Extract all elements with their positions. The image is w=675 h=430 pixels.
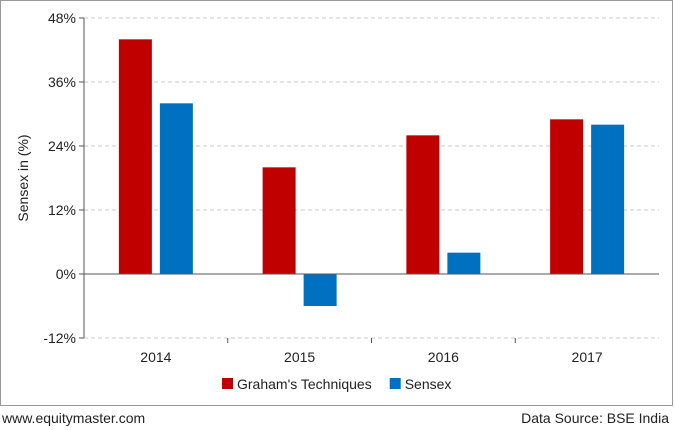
footer: www.equitymaster.com Data Source: BSE In… bbox=[0, 410, 675, 430]
data-source: Data Source: BSE India bbox=[521, 410, 669, 426]
legend-label: Sensex bbox=[405, 376, 452, 392]
legend-label: Graham's Techniques bbox=[237, 376, 372, 392]
website-link[interactable]: www.equitymaster.com bbox=[2, 410, 146, 426]
x-axis-ticks: 2014 2015 2016 2017 bbox=[140, 338, 603, 365]
y-axis-ticks: 48% 36% 24% 12% 0% -12% bbox=[43, 10, 84, 346]
x-tick-label: 2016 bbox=[428, 349, 459, 365]
y-tick-label: 12% bbox=[48, 202, 76, 218]
legend-swatch bbox=[222, 378, 233, 389]
y-tick-label: 36% bbox=[48, 74, 76, 90]
bar-graham-s-techniques-2015 bbox=[262, 167, 296, 274]
legend: Graham's Techniques Sensex bbox=[222, 376, 451, 392]
y-tick-label: 0% bbox=[56, 266, 76, 282]
x-tick-label: 2015 bbox=[284, 349, 315, 365]
y-tick-label: 48% bbox=[48, 10, 76, 26]
bar-graham-s-techniques-2016 bbox=[406, 135, 440, 274]
bar-graham-s-techniques-2014 bbox=[118, 39, 152, 275]
x-tick-label: 2017 bbox=[572, 349, 603, 365]
legend-swatch bbox=[389, 378, 401, 389]
x-tick-label: 2014 bbox=[140, 349, 171, 365]
bar-graham-s-techniques-2017 bbox=[550, 119, 584, 274]
bars bbox=[118, 39, 625, 306]
bar-sensex-2015 bbox=[303, 274, 337, 306]
bar-chart: 48% 36% 24% 12% 0% -12% 2014 2015 2016 2017 Sens… bbox=[15, 10, 659, 392]
y-axis-label: Sensex in (%) bbox=[15, 134, 31, 221]
bar-sensex-2016 bbox=[447, 252, 481, 274]
y-tick-label: -12% bbox=[43, 330, 76, 346]
bar-sensex-2014 bbox=[159, 103, 193, 274]
y-tick-label: 24% bbox=[48, 138, 76, 154]
chart-frame bbox=[0, 0, 673, 406]
bar-sensex-2017 bbox=[591, 124, 625, 275]
